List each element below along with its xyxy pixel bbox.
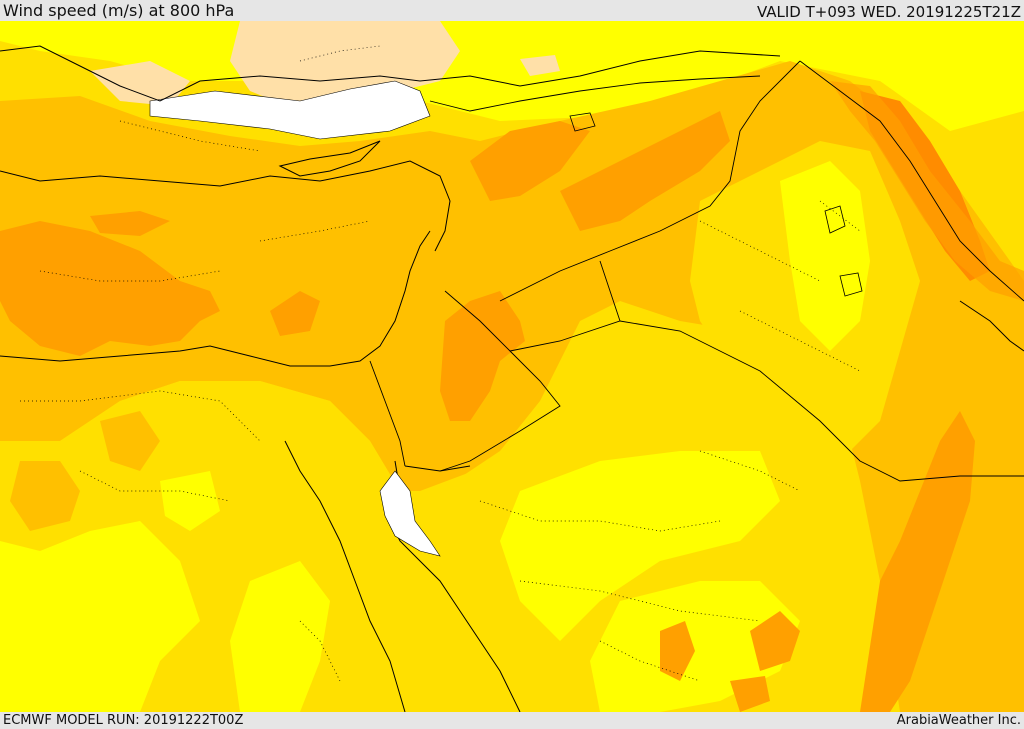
model-run-label: ECMWF MODEL RUN: 20191222T00Z [3,713,244,728]
dead-sea-white [379,470,441,557]
orange-south-patch-3 [730,676,770,712]
wind-speed-map [0,21,1024,712]
orange-south-patch [750,611,800,671]
map-footer: ECMWF MODEL RUN: 20191222T00Z ArabiaWeat… [0,712,1024,729]
border-egypt-israel [369,360,406,467]
lake-turkey [569,112,596,132]
border-syria-jordan [439,290,561,472]
gold-egypt-patch-2 [10,461,80,531]
no-data-anatolia [149,80,431,140]
orange-turkey-2 [270,291,320,336]
gulf-of-suez [284,440,406,712]
border-saudi-kuwait [599,260,621,322]
orange-jordan [440,291,525,421]
orange-turkey [0,221,220,356]
light-yellow-egypt-2 [230,561,330,712]
lake-iraq-2 [839,272,863,297]
light-yellow-egypt-3 [160,471,220,531]
peach-north [230,21,460,116]
peach-spot [520,55,560,76]
orange-syria [470,121,590,201]
peach-north-2 [90,61,190,106]
light-yellow-arabia [500,451,780,641]
border-jordan-iraq [509,320,1024,482]
orange-turkey-3 [90,211,170,236]
border-turkey-syria [429,75,761,112]
orange-iraq-band [560,111,730,231]
cyprus [278,140,381,177]
orange-south-patch-2 [660,621,695,681]
border-jordan-sa [404,465,471,472]
province-borders-iraq [699,200,861,372]
orange-zagros [830,81,1024,301]
black-sea-coast [0,45,781,102]
valid-time: VALID T+093 WED. 20191225T21Z [756,3,1021,21]
province-borders-egypt [20,390,341,682]
turkey-south-coast [0,160,451,252]
persian-gulf-coast [959,300,1024,352]
lake-iraq-1 [824,205,846,234]
gold-egypt-patch [100,411,160,471]
light-yellow-egypt [0,521,200,712]
light-yellow-iraq [780,161,870,351]
orange-south-streak [860,411,975,712]
mediterranean-coast [0,230,431,367]
border-iran-iraq [799,60,1024,302]
border-syria-iraq [499,60,801,302]
map-title: Wind speed (m/s) at 800 hPa [3,1,235,20]
credit-label: ArabiaWeather Inc. [896,713,1021,728]
map-header: Wind speed (m/s) at 800 hPa VALID T+093 … [0,0,1024,21]
